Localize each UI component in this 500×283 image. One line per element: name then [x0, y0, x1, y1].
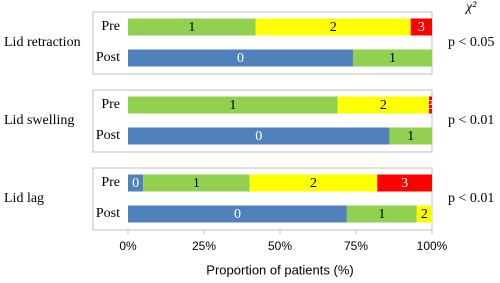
- segment-label: 1: [229, 98, 236, 113]
- segment-label: 0: [237, 51, 244, 66]
- segment-label: 3: [418, 20, 425, 35]
- segment-label: 0: [234, 207, 241, 222]
- segment-label: 0: [132, 176, 139, 191]
- bar-segment: [128, 49, 353, 67]
- bar-segment: [128, 96, 338, 114]
- row-title: Lid lag: [4, 191, 44, 206]
- category-label: Pre: [101, 175, 120, 190]
- p-value: p < 0.01: [448, 113, 494, 128]
- segment-label: 1: [188, 20, 195, 35]
- row-title: Lid retraction: [4, 35, 81, 50]
- segment-label: 3: [401, 176, 408, 191]
- segment-label: 0: [255, 129, 262, 144]
- bar-segment: [410, 18, 432, 36]
- category-label: Pre: [101, 19, 120, 34]
- segment-label: 1: [389, 51, 396, 66]
- bar-segment: [249, 174, 378, 192]
- row-title: Lid swelling: [4, 113, 74, 128]
- p-value: p < 0.05: [448, 35, 494, 50]
- category-label: Post: [96, 50, 120, 65]
- category-label: Pre: [101, 97, 120, 112]
- bar-segment: [143, 174, 250, 192]
- bar-segment: [128, 174, 144, 192]
- bar-segment: [128, 127, 390, 145]
- segment-label: 1: [407, 129, 414, 144]
- bar-segment: [416, 205, 432, 223]
- bar-segment: [389, 127, 432, 145]
- panel-frame: [92, 11, 433, 75]
- stat-header: χ²: [464, 0, 477, 15]
- segment-label: 2: [330, 20, 337, 35]
- segment-label: 2: [310, 176, 317, 191]
- segment-label: 2: [380, 98, 387, 113]
- bar-segment: [337, 96, 429, 114]
- bar-segment: [377, 174, 432, 192]
- segment-label: 1: [378, 207, 385, 222]
- segment-label: 1: [193, 176, 200, 191]
- x-tick-label: 25%: [192, 239, 216, 253]
- category-label: Post: [96, 206, 120, 221]
- x-tick-label: 75%: [344, 239, 368, 253]
- segment-label: 3: [427, 98, 434, 113]
- bar-segment: [352, 49, 432, 67]
- x-axis-label: Proportion of patients (%): [206, 262, 353, 277]
- x-tick-label: 0%: [119, 239, 137, 253]
- segment-label: 2: [421, 207, 428, 222]
- x-tick-label: 100%: [417, 239, 448, 253]
- p-value: p < 0.01: [448, 191, 494, 206]
- bar-segment: [255, 18, 411, 36]
- bar-segment: [128, 18, 256, 36]
- panel-frame: [92, 89, 433, 153]
- x-tick-label: 50%: [268, 239, 292, 253]
- category-label: Post: [96, 128, 120, 143]
- bar-segment: [346, 205, 417, 223]
- bar-segment: [128, 205, 347, 223]
- bar-segment: [428, 96, 432, 114]
